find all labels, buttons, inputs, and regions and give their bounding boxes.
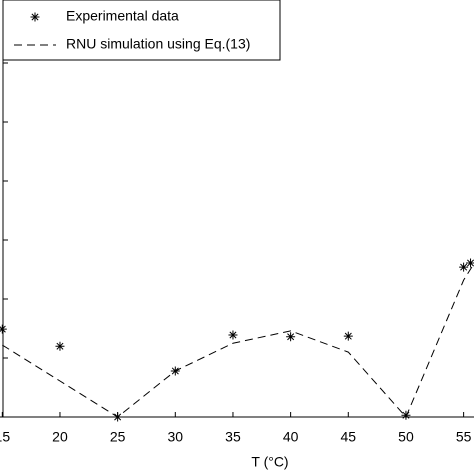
x-tick-label: 35	[225, 429, 241, 445]
x-tick-label: 20	[52, 429, 68, 445]
data-point	[55, 341, 65, 351]
legend: Experimental data RNU simulation using Eq…	[2, 0, 281, 61]
x-tick-label: 25	[110, 429, 126, 445]
legend-label: RNU simulation using Eq.(13)	[66, 36, 250, 52]
series-line	[2, 262, 474, 418]
data-point	[343, 331, 353, 341]
data-point	[459, 262, 469, 272]
data-point	[30, 12, 40, 22]
data-point	[0, 324, 7, 334]
data-point	[286, 332, 296, 342]
legend-box	[2, 0, 281, 61]
x-tick-label: 40	[283, 429, 299, 445]
x-tick-label: 45	[341, 429, 357, 445]
x-tick-label: 50	[398, 429, 414, 445]
data-point	[228, 330, 238, 340]
x-tick-label: 55	[456, 429, 472, 445]
legend-label: Experimental data	[66, 8, 179, 24]
x-tick-label: 30	[168, 429, 184, 445]
x-axis-label: T (°C)	[251, 454, 288, 470]
x-tick-label: 15	[0, 429, 10, 445]
data-point	[401, 410, 411, 420]
data-point	[466, 258, 474, 268]
